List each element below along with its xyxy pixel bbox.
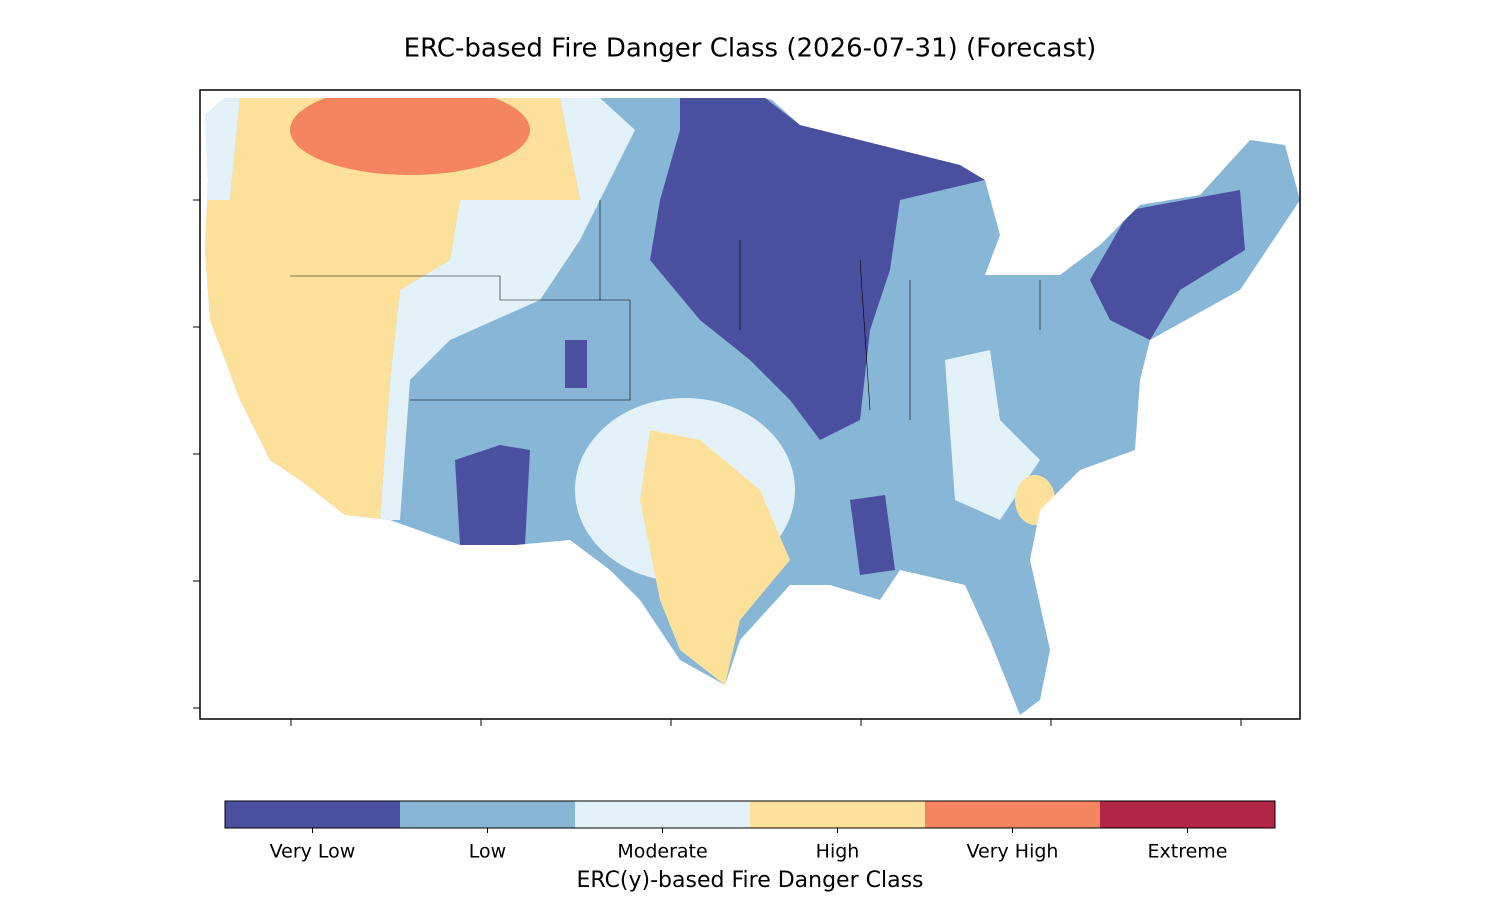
- region-moderate: [945, 350, 1040, 520]
- fire-danger-map: [205, 98, 1300, 715]
- region-very-low: [650, 98, 985, 440]
- colorbar-class-label: High: [816, 841, 860, 863]
- colorbar-class-label: Low: [469, 841, 506, 863]
- axis-ticks: [193, 199, 1242, 726]
- region-very-high: [290, 98, 530, 175]
- region-high: [640, 430, 790, 685]
- region-very-low: [1090, 190, 1245, 340]
- state-borders: [290, 200, 1041, 420]
- colorbar-segment: [1100, 801, 1275, 828]
- map-frame: [199, 89, 1301, 720]
- colorbar: Very Low Low Moderate High Very High Extreme: [224, 800, 1276, 863]
- colorbar-class-label: Moderate: [617, 841, 707, 863]
- colorbar-segment: [400, 801, 575, 828]
- region-moderate: [205, 98, 240, 200]
- colorbar-frame: [224, 800, 1276, 829]
- region-very-low: [455, 445, 530, 545]
- colorbar-class-label: Extreme: [1148, 841, 1228, 863]
- colorbar-class-label: Very High: [967, 841, 1059, 863]
- colorbar-label: ERC(y)-based Fire Danger Class: [576, 868, 923, 893]
- colorbar-segment: [225, 801, 400, 828]
- region-high: [1015, 475, 1055, 525]
- map-title: ERC-based Fire Danger Class (2026-07-31)…: [404, 34, 1097, 64]
- region-very-low: [565, 340, 587, 388]
- colorbar-class-label: Very Low: [270, 841, 356, 863]
- region-high: [205, 98, 580, 520]
- colorbar-segment: [750, 801, 925, 828]
- region-very-low: [850, 495, 895, 575]
- region-moderate: [380, 98, 635, 520]
- colorbar-segment: [575, 801, 750, 828]
- colorbar-segment: [925, 801, 1100, 828]
